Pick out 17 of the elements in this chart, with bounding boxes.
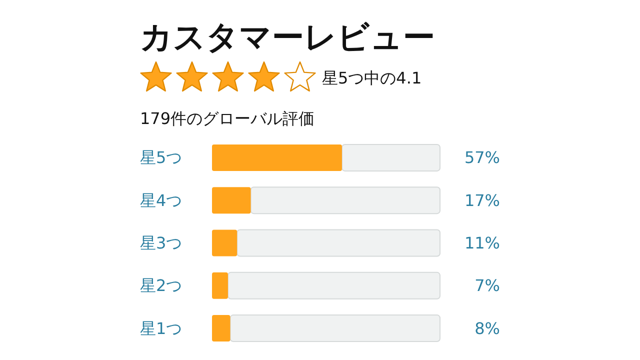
data-label: 8% [474, 318, 500, 338]
y-tick-label: 星3つ [140, 234, 182, 252]
chart-title: カスタマーレビュー [140, 18, 435, 56]
bar [212, 315, 230, 342]
bar [212, 230, 238, 256]
text: 179件のグローバル評価 [140, 109, 315, 128]
data-label: 17% [464, 190, 500, 210]
bar [212, 187, 251, 214]
chart-subtitle: 星5つ中の4.1 [322, 68, 422, 88]
data-label: 57% [464, 148, 500, 168]
bar [212, 272, 228, 299]
y-tick-label: 星4つ [140, 190, 182, 210]
y-tick-label: 星2つ [140, 276, 182, 296]
data-label: 11% [464, 234, 500, 252]
y-tick-label: 星5つ [140, 148, 182, 168]
data-label: 7% [474, 276, 500, 296]
y-tick-label: 星1つ [140, 318, 182, 338]
